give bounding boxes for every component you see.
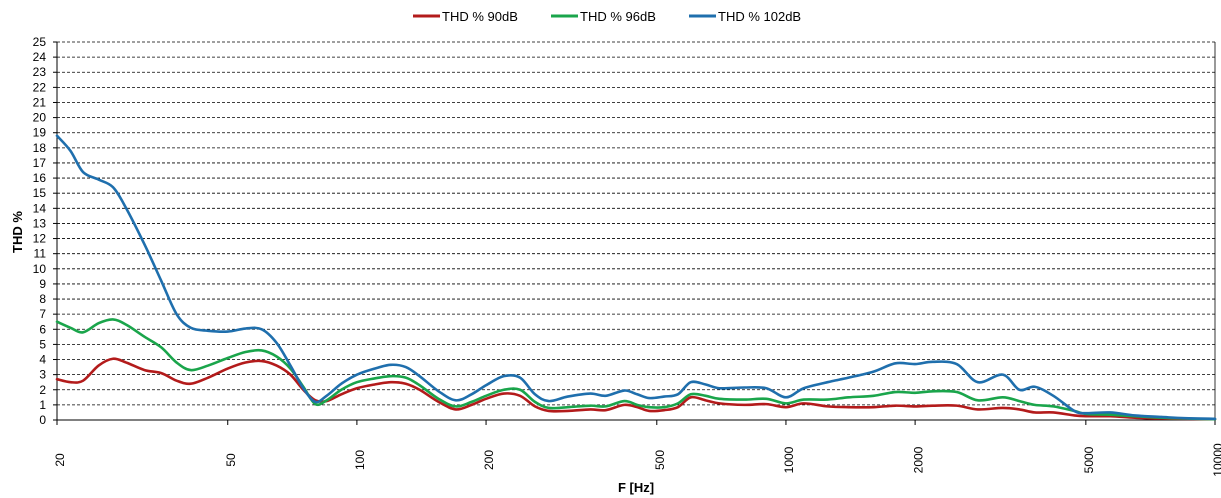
legend-label-1: THD % 96dB	[580, 9, 656, 24]
series-line-2	[55, 134, 1217, 421]
legend: THD % 90dB THD % 96dB THD % 102dB	[413, 9, 801, 24]
y-tick-label: 11	[34, 247, 47, 261]
y-tick-label: 14	[33, 201, 47, 215]
x-tick-label: 100	[353, 450, 367, 470]
x-tick-label: 200	[482, 450, 496, 470]
y-tick-label: 24	[33, 50, 47, 64]
legend-label-0: THD % 90dB	[442, 9, 518, 24]
y-tick-label: 23	[33, 65, 47, 79]
y-tick-label: 22	[33, 80, 47, 94]
y-tick-label: 1	[39, 398, 46, 412]
x-tick-label: 1000	[782, 446, 796, 473]
y-tick-label: 25	[33, 35, 47, 49]
x-tick-label: 500	[653, 450, 667, 470]
y-tick-label: 5	[39, 337, 46, 351]
y-tick-label: 13	[33, 216, 47, 230]
y-tick-label: 18	[33, 141, 47, 155]
x-tick-label: 50	[224, 453, 238, 467]
y-tick-label: 20	[33, 111, 47, 125]
grid	[57, 41, 1215, 406]
y-tick-label: 10	[33, 262, 47, 276]
y-tick-label: 21	[33, 95, 47, 109]
y-tick-label: 16	[33, 171, 47, 185]
y-tick-label: 0	[39, 413, 46, 427]
y-tick-label: 7	[39, 307, 46, 321]
y-tick-label: 9	[39, 277, 46, 291]
x-tick-label: 5000	[1082, 446, 1096, 473]
x-tick-label: 20	[53, 453, 67, 467]
axes: 0123456789101112131415161718192021222324…	[33, 35, 1221, 477]
series-line-1	[55, 318, 1217, 421]
y-tick-label: 4	[39, 353, 46, 367]
y-tick-label: 15	[33, 186, 47, 200]
y-tick-label: 12	[33, 232, 47, 246]
x-axis-title: F [Hz]	[618, 480, 654, 495]
legend-label-2: THD % 102dB	[718, 9, 801, 24]
y-axis-title: THD %	[10, 211, 25, 253]
y-tick-label: 8	[39, 292, 46, 306]
series	[55, 134, 1217, 421]
series-line-0	[55, 357, 1217, 421]
x-tick-label: 10000	[1211, 443, 1221, 477]
y-tick-label: 19	[33, 126, 47, 140]
y-tick-label: 2	[39, 383, 46, 397]
y-tick-label: 17	[33, 156, 47, 170]
y-tick-label: 6	[39, 322, 46, 336]
x-tick-label: 2000	[911, 446, 925, 473]
y-tick-label: 3	[39, 368, 46, 382]
